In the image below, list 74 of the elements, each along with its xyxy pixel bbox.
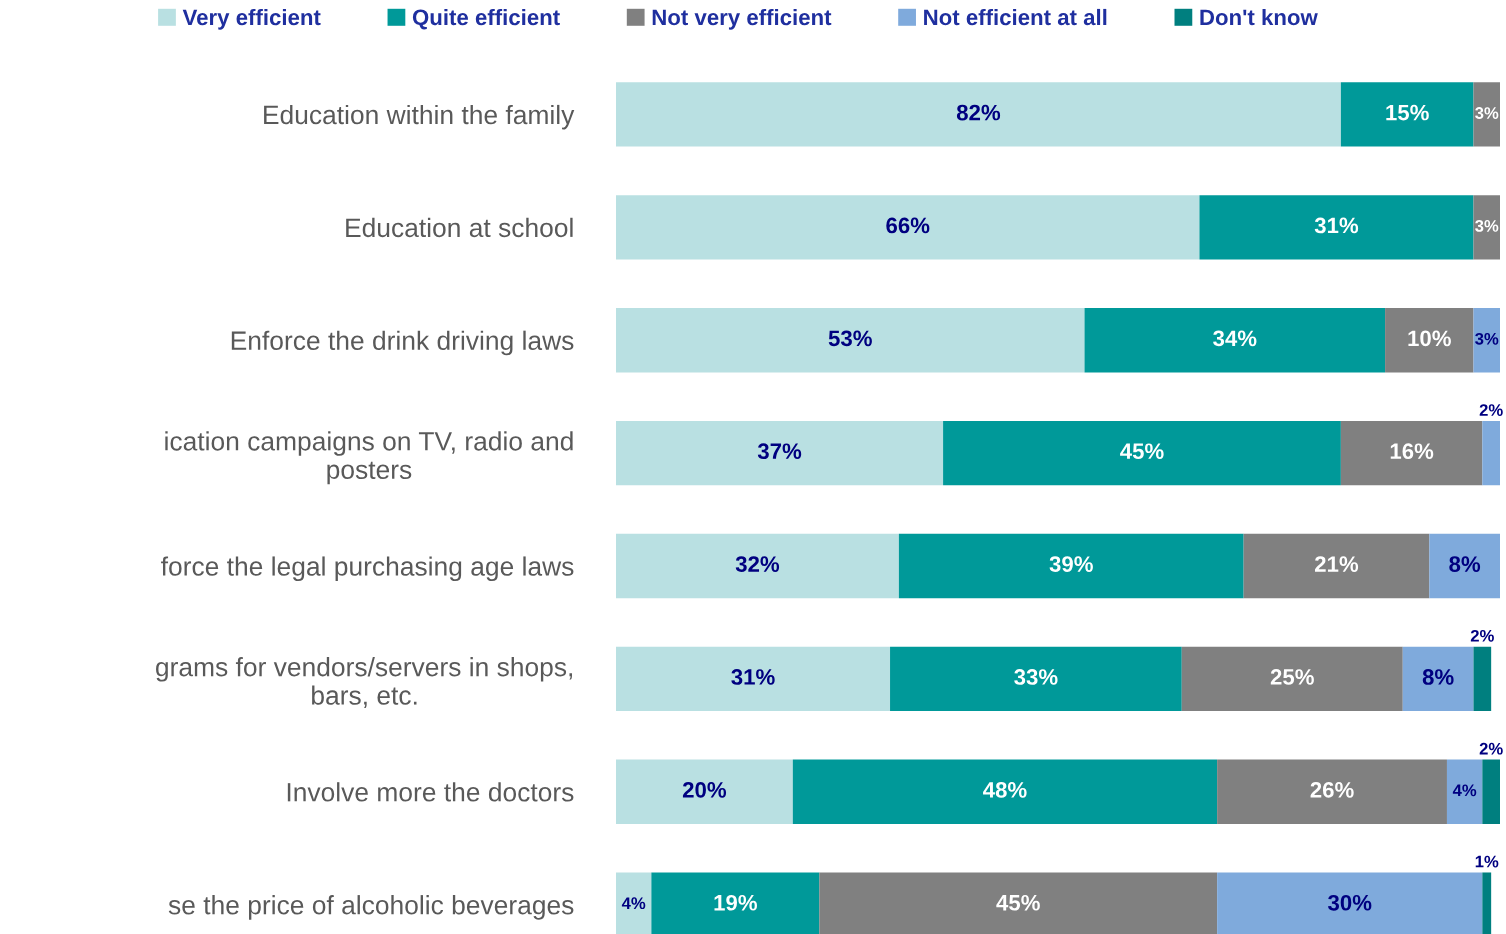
data-label: 26% xyxy=(1310,781,1354,798)
bar xyxy=(1385,308,1474,373)
data-label: 39% xyxy=(1049,556,1093,572)
y-tick-label: Enforce the drink driving laws xyxy=(231,330,574,356)
data-label: 21% xyxy=(1314,556,1359,572)
data-label: 2% xyxy=(1479,742,1503,755)
data-label: 82% xyxy=(956,104,1001,121)
data-label: 37% xyxy=(757,443,802,460)
bar xyxy=(616,195,1200,260)
data-label: 15% xyxy=(1386,104,1429,121)
bar xyxy=(616,420,944,486)
data-label: 3% xyxy=(1475,220,1499,232)
data-label: 33% xyxy=(1014,669,1058,685)
data-label: 32% xyxy=(735,556,780,572)
bar xyxy=(1429,533,1500,599)
bar xyxy=(890,646,1182,712)
bar xyxy=(1181,646,1403,712)
bar xyxy=(1199,195,1474,260)
data-label: 4% xyxy=(1452,784,1477,797)
bar xyxy=(1402,646,1474,712)
bar xyxy=(616,533,899,599)
data-label: 3% xyxy=(1475,332,1499,345)
y-tick-label: Involve more the doctors xyxy=(287,782,574,802)
bar xyxy=(1446,759,1483,824)
bar xyxy=(1473,195,1500,260)
legend-label: Don't know xyxy=(1200,8,1318,26)
data-label: 2% xyxy=(1479,404,1503,416)
y-tick-label: force the legal purchasing age laws xyxy=(161,556,574,582)
bar xyxy=(1217,759,1447,824)
data-label: 2% xyxy=(1470,629,1494,642)
data-label: 48% xyxy=(983,781,1027,798)
data-label: 8% xyxy=(1449,556,1481,572)
data-label: 25% xyxy=(1270,669,1314,685)
legend-label: Not efficient at all xyxy=(924,8,1107,26)
bar xyxy=(1482,420,1500,486)
bar xyxy=(1482,759,1500,824)
data-label: 3% xyxy=(1475,107,1499,119)
y-tick-label: Education within the family xyxy=(264,104,575,130)
bar xyxy=(943,420,1341,486)
bar xyxy=(1243,533,1430,599)
data-label: 31% xyxy=(1314,217,1359,234)
data-label: 45% xyxy=(996,894,1040,911)
data-label: 45% xyxy=(1120,443,1164,460)
data-label: 20% xyxy=(682,781,727,798)
data-label: 34% xyxy=(1213,330,1257,347)
bar xyxy=(616,308,1085,373)
data-label: 30% xyxy=(1327,894,1372,911)
bar xyxy=(1473,646,1492,712)
data-label: 31% xyxy=(731,669,775,685)
legend-label: Not very efficient xyxy=(652,8,832,30)
legend-label: Very efficient xyxy=(182,8,321,30)
bar xyxy=(1340,82,1474,147)
data-label: 1% xyxy=(1475,855,1499,868)
y-tick-label: ication campaigns on TV, radio and posters xyxy=(165,431,573,485)
data-label: 16% xyxy=(1390,443,1434,460)
data-label: 66% xyxy=(886,217,930,234)
bar xyxy=(1084,308,1386,373)
bar xyxy=(1340,420,1483,486)
bar xyxy=(616,82,1341,147)
legend-label: Quite efficient xyxy=(412,8,560,30)
bar xyxy=(792,759,1218,824)
bar xyxy=(1473,82,1500,147)
bar xyxy=(616,646,891,712)
bar xyxy=(616,759,793,824)
y-tick-label: grams for vendors/servers in shops, bars, etc. xyxy=(156,657,572,708)
data-label: 4% xyxy=(621,897,646,910)
bar xyxy=(898,533,1244,599)
y-tick-label: se the price of alcoholic beverages xyxy=(168,895,574,920)
data-label: 8% xyxy=(1422,669,1454,685)
data-label: 19% xyxy=(714,894,757,911)
y-tick-label: Education at school xyxy=(346,217,573,238)
data-label: 10% xyxy=(1408,330,1451,347)
bar xyxy=(1473,308,1500,373)
data-label: 53% xyxy=(828,330,872,347)
